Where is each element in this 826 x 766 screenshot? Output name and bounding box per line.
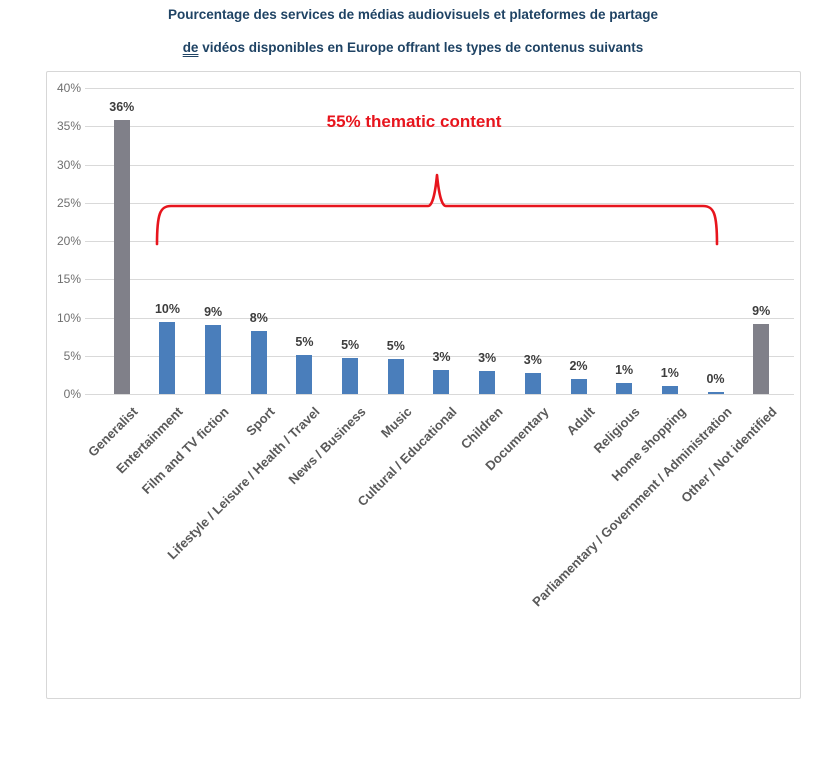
bar-Parliamentary / Government / Administration	[707, 392, 724, 394]
bar-Sport	[250, 330, 267, 394]
gridline-20%	[85, 241, 794, 242]
category-label-Home shopping: Home shopping	[608, 404, 689, 485]
value-label-Cultural / Educational: 3%	[432, 350, 451, 365]
value-label-News / Business: 5%	[341, 338, 360, 353]
value-label-Entertainment: 10%	[154, 302, 180, 317]
bar-News / Business	[342, 358, 359, 394]
category-label-News / Business: News / Business	[285, 404, 369, 488]
chart-title-line2-rest: vidéos disponibles en Europe offrant les…	[198, 39, 644, 55]
bar-Home shopping	[661, 385, 678, 394]
y-axis-tick-35%: 35%	[56, 119, 81, 134]
gridline-15%	[85, 279, 794, 281]
category-label-Sport: Sport	[242, 404, 278, 439]
category-label-Film and TV fiction: Film and TV fiction	[138, 404, 232, 497]
bar-Cultural / Educational	[433, 370, 450, 394]
gridline-30%	[85, 164, 794, 166]
y-axis-tick-15%: 15%	[56, 272, 81, 287]
gridline-40%	[85, 88, 794, 89]
thematic-content-annotation: 55% thematic content	[326, 112, 502, 131]
y-axis-tick-20%: 20%	[56, 234, 81, 248]
value-label-Home shopping: 1%	[660, 365, 679, 380]
bar-Religious	[616, 383, 633, 394]
gridline-10%	[85, 317, 794, 319]
category-label-Children: Children	[457, 404, 506, 452]
bar-Documentary	[524, 373, 541, 394]
chart-title-line1: Pourcentage des services de médias audio…	[168, 7, 658, 22]
value-label-Film and TV fiction: 9%	[204, 305, 223, 320]
category-label-Religious: Religious	[590, 404, 643, 456]
curly-brace-path	[155, 173, 719, 246]
y-axis-tick-30%: 30%	[56, 157, 81, 172]
bar-Other / Not identified	[753, 324, 770, 394]
value-label-Music: 5%	[386, 338, 405, 353]
gridline-5%	[85, 355, 794, 357]
category-label-Other / Not identified: Other / Not identified	[678, 404, 780, 506]
y-axis-tick-0%: 0%	[63, 387, 81, 401]
y-axis-tick-40%: 40%	[56, 81, 81, 95]
value-label-Children: 3%	[478, 351, 497, 366]
value-label-Lifestyle / Leisure / Health / Travel: 5%	[295, 334, 314, 349]
category-label-Lifestyle / Leisure / Health / Travel: Lifestyle / Leisure / Health / Travel	[164, 404, 324, 563]
value-label-Adult: 2%	[569, 358, 588, 373]
bar-Adult	[570, 378, 587, 394]
gridline-0%	[85, 394, 794, 395]
chart-frame: 0% 5% 10% 15% 20% 25% 30% 35% 40% 36% Generalist 10…	[46, 71, 801, 699]
y-axis-tick-10%: 10%	[56, 310, 81, 325]
category-label-Documentary: Documentary	[482, 404, 552, 474]
chart-title-line2: de vidéos disponibles en Europe offrant …	[0, 39, 826, 55]
bar-Lifestyle / Leisure / Health / Travel	[296, 354, 313, 394]
chart-title-underlined-word: de	[182, 39, 199, 55]
bar-Film and TV fiction	[205, 325, 222, 394]
category-label-Parliamentary / Government / Administration: Parliamentary / Government / Administrat…	[528, 404, 735, 610]
gridline-25%	[85, 202, 794, 204]
y-axis-tick-25%: 25%	[56, 195, 81, 210]
category-label-Cultural / Educational: Cultural / Educational	[354, 404, 461, 510]
category-label-Music: Music	[377, 404, 415, 441]
bar-Music	[387, 358, 404, 394]
value-label-Parliamentary / Government / Administration: 0%	[706, 372, 725, 387]
value-label-Generalist: 36%	[109, 100, 135, 115]
bar-Generalist	[113, 120, 130, 394]
y-axis-tick-5%: 5%	[63, 348, 81, 363]
value-label-Sport: 8%	[249, 310, 268, 325]
bar-Children	[479, 371, 496, 394]
value-label-Documentary: 3%	[523, 353, 542, 368]
category-label-Adult: Adult	[563, 404, 598, 439]
gridline-35%	[85, 126, 794, 128]
chart-title: Pourcentage des services de médias audio…	[0, 8, 826, 54]
bar-Entertainment	[159, 322, 176, 394]
value-label-Religious: 1%	[615, 363, 634, 378]
value-label-Other / Not identified: 9%	[752, 304, 771, 319]
